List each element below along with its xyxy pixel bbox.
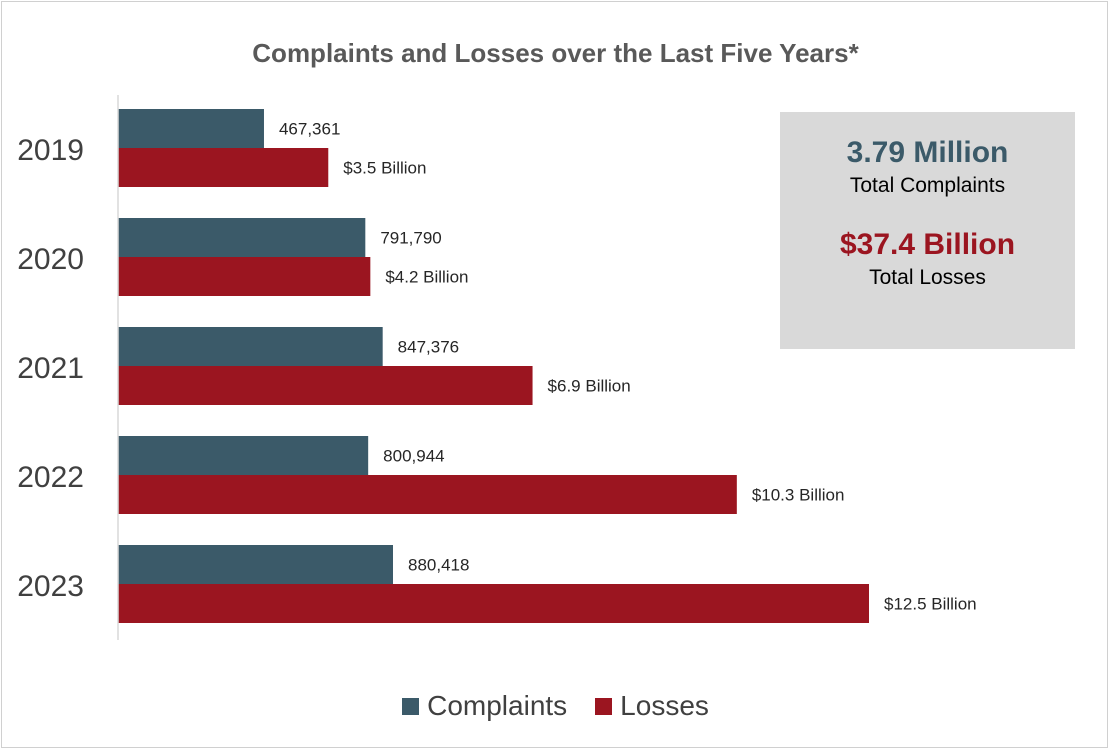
- data-label-losses-2021: $6.9 Billion: [548, 377, 631, 396]
- legend-label-losses: Losses: [620, 690, 709, 721]
- legend-item-losses: Losses: [595, 690, 709, 722]
- total-complaints-value: 3.79 Million: [846, 136, 1009, 169]
- category-label-2023: 2023: [17, 570, 84, 603]
- data-label-losses-2022: $10.3 Billion: [752, 486, 845, 505]
- bar-losses-2020: [118, 257, 371, 296]
- category-label-2022: 2022: [17, 461, 84, 494]
- data-label-complaints-2020: 791,790: [380, 229, 441, 248]
- total-losses-label: Total Losses: [869, 266, 986, 289]
- data-label-losses-2020: $4.2 Billion: [385, 268, 468, 287]
- total-complaints-label: Total Complaints: [849, 174, 1006, 197]
- bar-losses-2022: [118, 475, 737, 514]
- chart-title: Complaints and Losses over the Last Five…: [252, 38, 859, 68]
- legend-swatch-complaints: [402, 697, 420, 715]
- bar-complaints-2019: [118, 109, 264, 148]
- data-label-complaints-2023: 880,418: [408, 556, 469, 575]
- data-label-losses-2019: $3.5 Billion: [343, 159, 426, 178]
- bar-losses-2023: [118, 584, 869, 623]
- bar-losses-2019: [118, 148, 329, 187]
- bar-complaints-2022: [118, 436, 369, 475]
- category-label-2021: 2021: [17, 352, 84, 385]
- bar-complaints-2020: [118, 218, 366, 257]
- category-label-2019: 2019: [17, 134, 84, 167]
- legend-swatch-losses: [595, 697, 613, 715]
- data-label-complaints-2021: 847,376: [398, 338, 459, 357]
- data-label-complaints-2019: 467,361: [279, 120, 340, 139]
- bar-losses-2021: [118, 366, 533, 405]
- total-losses-value: $37.4 Billion: [839, 228, 1016, 261]
- data-label-losses-2023: $12.5 Billion: [884, 595, 977, 614]
- bar-complaints-2023: [118, 545, 393, 584]
- summary-box: 3.79 Million Total Complaints $37.4 Bill…: [780, 112, 1075, 349]
- bar-complaints-2021: [118, 327, 383, 366]
- chart-legend: Complaints Losses: [0, 690, 1111, 722]
- category-label-2020: 2020: [17, 243, 84, 276]
- legend-label-complaints: Complaints: [427, 690, 568, 721]
- legend-item-complaints: Complaints: [402, 690, 567, 722]
- data-label-complaints-2022: 800,944: [383, 447, 444, 466]
